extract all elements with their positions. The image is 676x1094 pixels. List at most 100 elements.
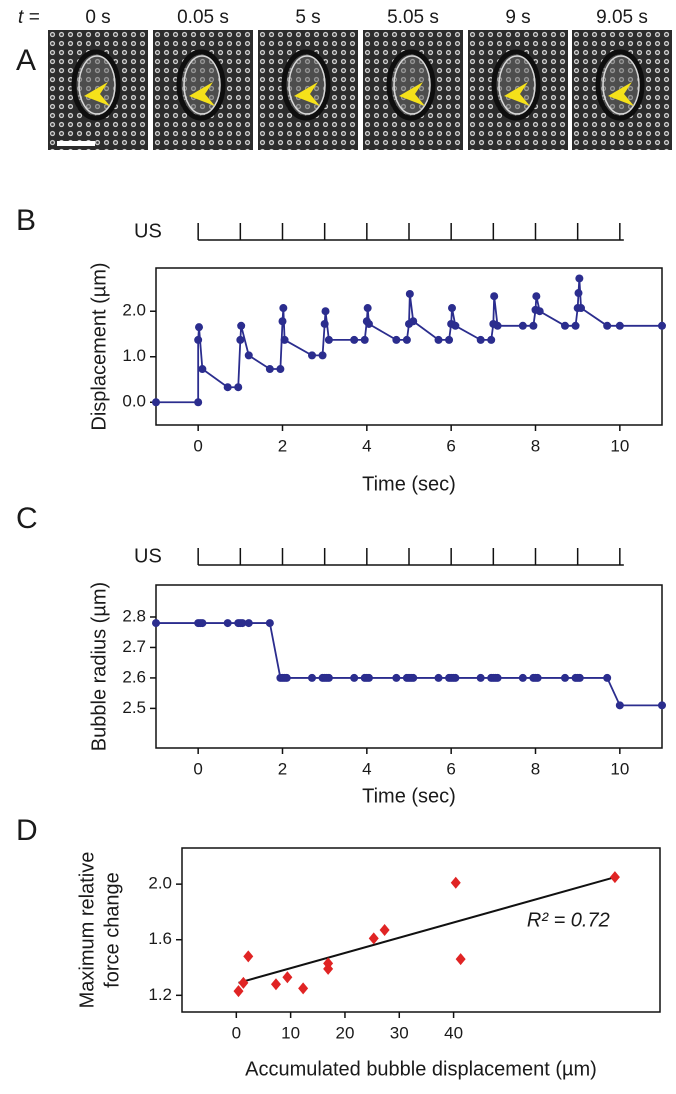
data-point bbox=[392, 673, 401, 682]
data-point bbox=[195, 323, 204, 332]
data-point bbox=[223, 383, 232, 392]
x-tick-label: 6 bbox=[446, 436, 455, 455]
data-point bbox=[379, 924, 390, 936]
data-point bbox=[194, 335, 203, 344]
time-label: 9 s bbox=[505, 7, 530, 28]
data-point bbox=[237, 321, 246, 330]
data-point bbox=[265, 365, 274, 374]
x-tick-label: 2 bbox=[278, 759, 287, 778]
plot-frame bbox=[155, 267, 663, 426]
data-point bbox=[402, 335, 411, 344]
x-axis-title: Time (sec) bbox=[362, 785, 456, 807]
data-point bbox=[244, 351, 253, 360]
data-point bbox=[533, 673, 542, 682]
data-point bbox=[198, 619, 207, 628]
scale-bar bbox=[57, 141, 95, 146]
frame-image bbox=[468, 30, 568, 150]
y-tick-label: 2.6 bbox=[122, 667, 146, 686]
data-point bbox=[487, 335, 496, 344]
plot-frame bbox=[155, 584, 663, 749]
data-point bbox=[405, 289, 414, 298]
data-point bbox=[434, 335, 443, 344]
time-label: 9.05 s bbox=[596, 7, 648, 28]
data-point bbox=[198, 365, 207, 374]
data-point bbox=[244, 619, 253, 628]
panel-label: D bbox=[16, 814, 38, 847]
x-tick-label: 4 bbox=[362, 759, 371, 778]
data-point bbox=[615, 321, 624, 330]
x-tick-label: 4 bbox=[362, 436, 371, 455]
data-point bbox=[561, 673, 570, 682]
data-point bbox=[238, 976, 249, 989]
y-tick-label: 2.0 bbox=[122, 301, 146, 320]
data-point bbox=[152, 619, 160, 628]
data-point bbox=[409, 673, 418, 682]
data-point bbox=[658, 701, 666, 710]
x-tick-label: 10 bbox=[281, 1023, 300, 1042]
data-point bbox=[360, 335, 369, 344]
y-tick-label: 0.0 bbox=[122, 392, 146, 411]
time-label: 5.05 s bbox=[387, 7, 439, 28]
data-point bbox=[603, 321, 612, 330]
data-point bbox=[561, 321, 570, 330]
data-point bbox=[321, 307, 330, 316]
x-axis-title: Time (sec) bbox=[362, 473, 456, 495]
y-tick-label: 1.6 bbox=[148, 929, 172, 948]
x-tick-label: 10 bbox=[610, 759, 629, 778]
data-point bbox=[233, 985, 244, 998]
data-point bbox=[609, 871, 620, 884]
time-label: 0.05 s bbox=[177, 7, 229, 28]
frame-image bbox=[48, 30, 148, 150]
chart-panel: C 2.5 2.6 2.7 2.8 0 2 4 6 8 10 Time (sec) Bubble rad… bbox=[16, 502, 666, 807]
data-point bbox=[238, 619, 247, 628]
x-tick-label: 30 bbox=[390, 1023, 409, 1042]
annotation: R² = 0.72 bbox=[527, 909, 610, 931]
data-point bbox=[223, 619, 232, 628]
x-tick-label: 10 bbox=[610, 436, 629, 455]
data-point bbox=[282, 971, 293, 984]
data-point bbox=[276, 365, 285, 374]
pulse-label: US bbox=[134, 545, 162, 567]
data-point bbox=[575, 274, 584, 283]
data-point bbox=[324, 673, 333, 682]
data-point bbox=[571, 321, 580, 330]
data-point bbox=[194, 398, 203, 407]
data-point bbox=[265, 619, 274, 628]
y-tick-label: 2.0 bbox=[148, 874, 172, 893]
image-strip: A t = bbox=[16, 7, 672, 150]
data-point bbox=[308, 351, 317, 360]
data-point bbox=[476, 335, 485, 344]
data-point bbox=[298, 982, 309, 995]
frame-image bbox=[363, 30, 463, 150]
y-tick-label: 2.7 bbox=[122, 637, 146, 656]
data-point bbox=[364, 319, 373, 328]
data-point bbox=[603, 673, 612, 682]
x-tick-label: 6 bbox=[446, 759, 455, 778]
panel-label: B bbox=[16, 204, 36, 237]
data-point bbox=[280, 335, 289, 344]
data-point bbox=[574, 289, 583, 298]
data-point bbox=[493, 321, 502, 330]
panel-label: A bbox=[16, 44, 36, 77]
data-point bbox=[243, 950, 254, 963]
y-axis-title: Bubble radius (µm) bbox=[88, 582, 110, 751]
time-label: 0 s bbox=[85, 7, 110, 28]
chart-panel: D 1.2 1.6 2.0 0 10 20 30 40 Accumulated bubble di… bbox=[16, 814, 661, 1080]
frame-image bbox=[258, 30, 358, 150]
data-point bbox=[451, 673, 460, 682]
data-point bbox=[152, 398, 160, 407]
data-point bbox=[323, 962, 334, 975]
data-point bbox=[282, 673, 291, 682]
data-point bbox=[368, 932, 379, 945]
frame-image bbox=[153, 30, 253, 150]
y-tick-label: 2.8 bbox=[122, 606, 146, 625]
chart-panel: B 0.0 1.0 2.0 0 2 4 6 8 10 Time (sec) Displacement … bbox=[16, 204, 666, 495]
series-line bbox=[156, 278, 662, 404]
data-point bbox=[450, 876, 461, 889]
data-point bbox=[451, 321, 460, 330]
data-point bbox=[518, 673, 527, 682]
pulse-label: US bbox=[134, 220, 162, 242]
data-point bbox=[270, 978, 281, 991]
data-point bbox=[409, 317, 418, 326]
